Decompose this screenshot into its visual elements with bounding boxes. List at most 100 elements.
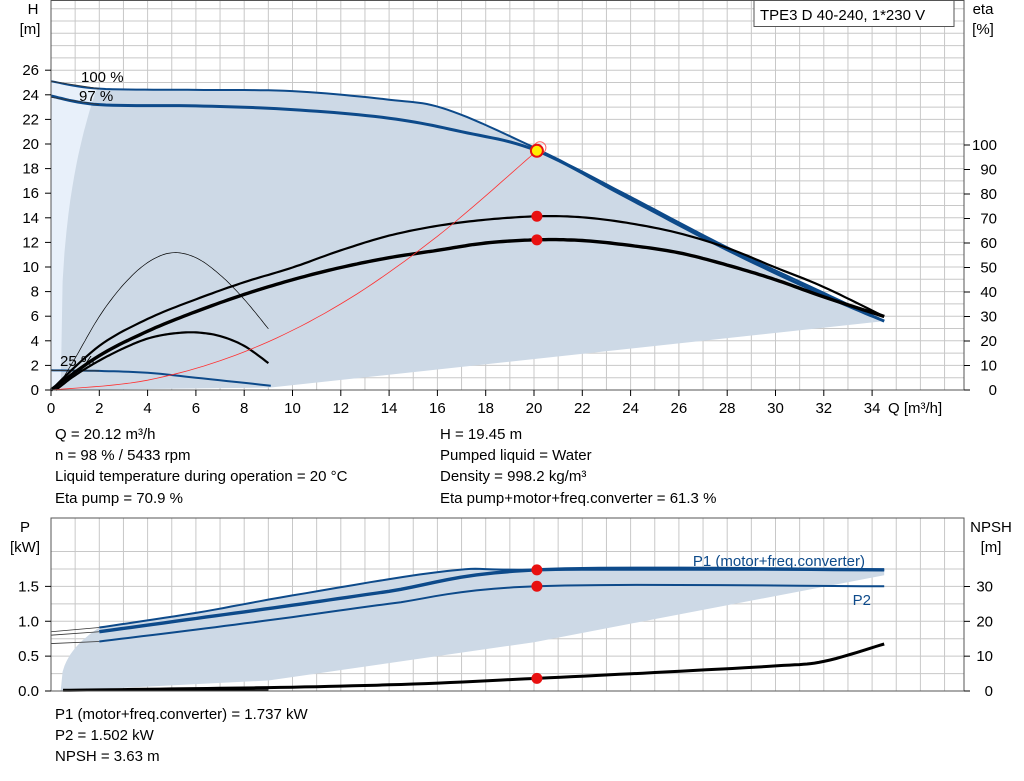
y-tick-label-right: 60 [980, 235, 997, 252]
x-tick-label: 20 [526, 400, 543, 417]
y-tick-label-right: 70 [980, 211, 997, 228]
power-axis-unit: [kW] [10, 539, 40, 556]
head-curve [50, 94, 885, 323]
y-axis-label-left: H [28, 1, 39, 18]
head-chart: 0 2 4 6 8 10 12 14 16 18 20 22 24 26 28 30 32 34 Q [m³/h]0… [20, 0, 997, 417]
operating-point-head [529, 143, 544, 158]
y-tick-label-left: 2 [31, 357, 39, 374]
x-tick-label: 30 [767, 400, 784, 417]
head-plot-frame [50, 0, 965, 391]
x-tick-label: 2 [95, 400, 103, 417]
speed-leader-97 [50, 96, 100, 106]
x-tick-label: 4 [143, 400, 151, 417]
speed-label-97: 97 % [79, 88, 113, 105]
y-tick-label-left: 0 [31, 382, 39, 399]
info-p1: P1 (motor+freq.converter) = 1.737 kW [55, 706, 308, 723]
y-tick-label-left: 12 [22, 234, 39, 251]
operating-point-p2 [531, 580, 543, 592]
y-tick-label-left: 24 [22, 87, 39, 104]
power-leader [50, 641, 100, 644]
power-axis-label: P [20, 519, 30, 536]
y-tick-label-right: 40 [980, 284, 997, 301]
y-tick-label-left: 8 [31, 284, 39, 301]
operating-point-eta-total [531, 234, 543, 246]
x-tick-label: 6 [192, 400, 200, 417]
info-speed: n = 98 % / 5433 rpm [55, 447, 191, 464]
info-temperature: Liquid temperature during operation = 20… [55, 468, 348, 485]
eta-low-speed-curve [55, 331, 270, 391]
eta-total-curve [49, 237, 885, 392]
y-tick-label-right: 100 [972, 137, 997, 154]
y-tick-label-left: 20 [22, 136, 39, 153]
power-leader [50, 631, 100, 636]
x-tick-label: 22 [574, 400, 591, 417]
p2-curve [99, 583, 885, 643]
x-tick-label: 0 [47, 400, 55, 417]
eta-pump-curve [50, 215, 885, 391]
x-tick-label: 14 [381, 400, 398, 417]
x-tick-label: 16 [429, 400, 446, 417]
y-tick-label-left: 1.5 [18, 578, 39, 595]
y-tick-label-left: 14 [22, 210, 39, 227]
y-tick-label-left: 6 [31, 308, 39, 325]
speed-label-100: 100 % [81, 69, 124, 86]
legend-p1: P1 (motor+freq.converter) [693, 553, 865, 570]
info-eta-total: Eta pump+motor+freq.converter = 61.3 % [440, 490, 717, 507]
power-operating-region [60, 568, 885, 691]
x-tick-label: 24 [622, 400, 639, 417]
power-chart: P1 (motor+freq.converter) P2 0.0 0.5 1.0 1.5 P… [10, 517, 1012, 700]
npsh-axis-unit: [m] [981, 539, 1002, 556]
y-tick-label-left: 4 [31, 333, 39, 350]
x-axis-label: Q [m³/h] [888, 400, 942, 417]
x-tick-label: 8 [240, 400, 248, 417]
y-tick-label-left: 16 [22, 185, 39, 202]
y-tick-label-right: 20 [976, 613, 993, 630]
legend-p2: P2 [853, 592, 871, 609]
y-tick-label-left: 22 [22, 111, 39, 128]
x-tick-label: 32 [815, 400, 832, 417]
power-plot-frame [50, 517, 965, 692]
y-tick-label-right: 10 [976, 648, 993, 665]
y-tick-label-right: 20 [980, 333, 997, 350]
system-curve [50, 150, 538, 391]
x-tick-label: 28 [719, 400, 736, 417]
info-eta-pump: Eta pump = 70.9 % [55, 490, 183, 507]
y-axis-unit-right: [%] [972, 21, 994, 38]
info-head: H = 19.45 m [440, 426, 523, 443]
y-tick-label-right: 0 [989, 382, 997, 399]
npsh-axis-label: NPSH [970, 519, 1012, 536]
operating-point-eta-pump [531, 210, 543, 222]
y-tick-label-left: 1.0 [18, 613, 39, 630]
power-leader [50, 627, 100, 633]
y-tick-label-left: 26 [22, 62, 39, 79]
operating-point-p1 [531, 564, 543, 576]
info-npsh: NPSH = 3.63 m [55, 748, 160, 765]
y-axis-label-right: eta [973, 1, 995, 18]
y-tick-label-left: 18 [22, 161, 39, 178]
y-tick-label-left: 0.5 [18, 648, 39, 665]
y-tick-label-right: 80 [980, 186, 997, 203]
info-p2: P2 = 1.502 kW [55, 727, 154, 744]
model-label: TPE3 D 40-240, 1*230 V [760, 7, 925, 24]
operating-point-npsh [531, 672, 543, 684]
operating-range-region [60, 88, 885, 390]
y-tick-label-right: 50 [980, 260, 997, 277]
y-tick-label-left: 10 [22, 259, 39, 276]
p1-curve [99, 566, 885, 634]
y-axis-unit-left: [m] [20, 21, 41, 38]
max-head-curve [50, 80, 885, 323]
y-tick-label-right: 30 [976, 579, 993, 596]
eta-min-speed-curve [55, 252, 269, 391]
speed-label-25: 25 % [60, 353, 94, 370]
y-tick-label-right: 30 [980, 309, 997, 326]
y-tick-label-right: 90 [980, 162, 997, 179]
x-tick-label: 26 [671, 400, 688, 417]
x-tick-label: 18 [477, 400, 494, 417]
y-tick-label-right: 0 [985, 683, 993, 700]
speed-leader-100 [50, 80, 100, 90]
info-density: Density = 998.2 kg/m³ [440, 468, 587, 485]
y-tick-label-right: 10 [980, 358, 997, 375]
x-tick-label: 34 [864, 400, 881, 417]
x-tick-label: 12 [332, 400, 349, 417]
